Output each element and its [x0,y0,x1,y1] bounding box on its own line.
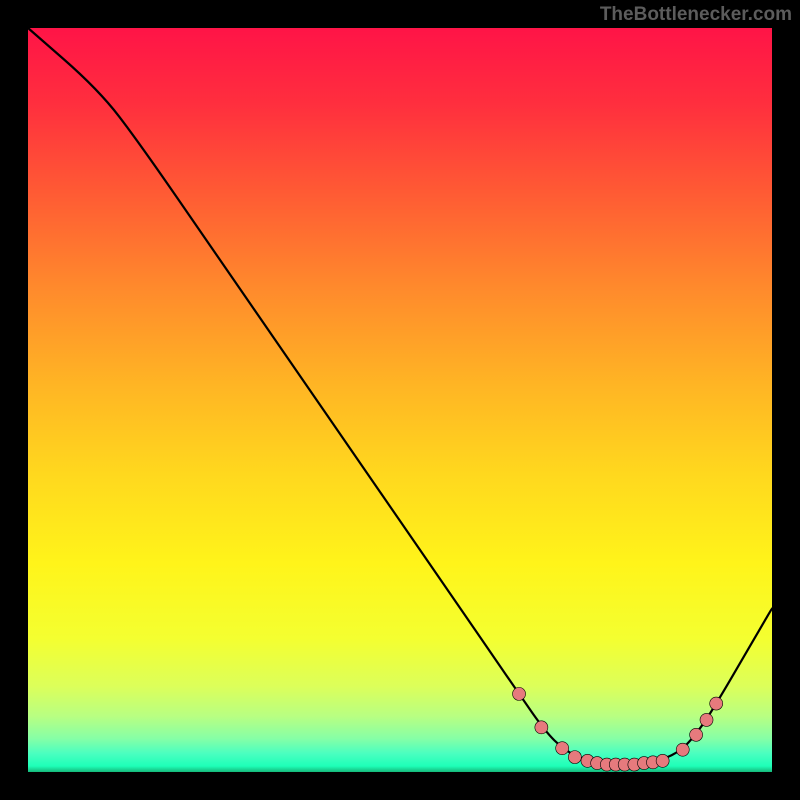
data-marker [676,743,689,756]
plot-gradient-background [28,28,772,772]
data-marker [690,728,703,741]
data-marker [556,742,569,755]
data-marker [535,721,548,734]
data-marker [656,754,669,767]
data-marker [568,751,581,764]
data-marker [710,697,723,710]
gradient-curve-chart [0,0,800,800]
watermark-text: TheBottlenecker.com [600,4,792,26]
chart-container: TheBottlenecker.com [0,0,800,800]
data-marker [513,687,526,700]
data-marker [700,713,713,726]
